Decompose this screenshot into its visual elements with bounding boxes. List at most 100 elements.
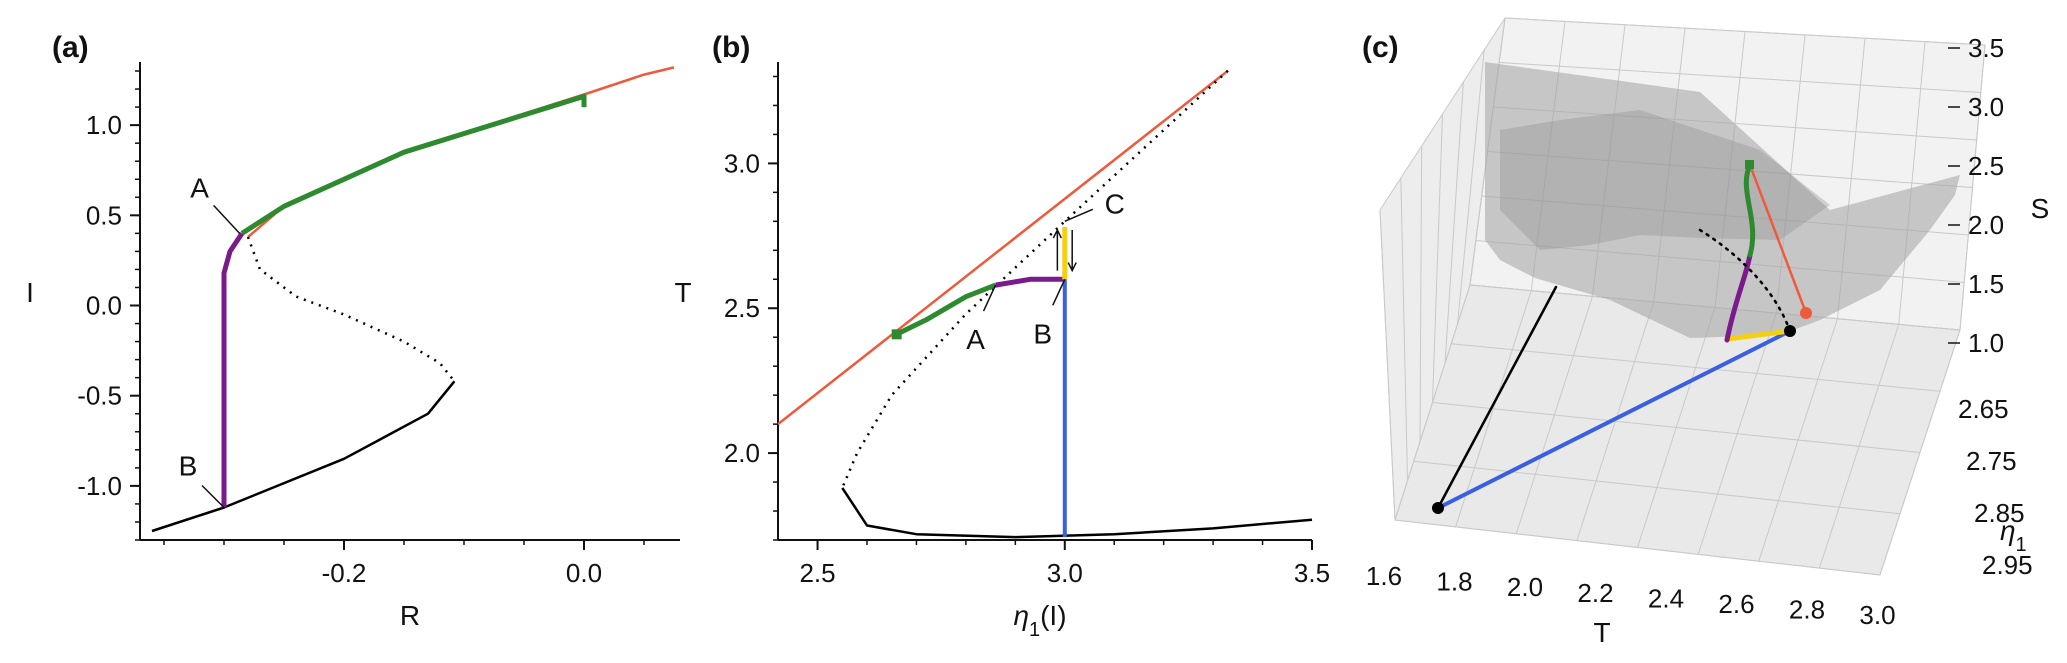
panel-c-gridline: [1413, 460, 1901, 515]
panel-a-ytick-label: -1.0: [77, 471, 122, 501]
panel-c-series-2: [1724, 328, 1793, 342]
panel-a-y-label: I: [26, 277, 34, 308]
panel-c-gridline: [1432, 113, 1443, 403]
panel-b-annotation-B: B: [1033, 318, 1052, 349]
panel-c-label: (c): [1362, 31, 1399, 64]
panel-c-gridline: [1504, 17, 1986, 46]
panel-b-annotation-A: A: [966, 324, 985, 355]
panel-b-series-0: [777, 69, 1229, 426]
panel-a-annotation-leader: [201, 485, 225, 509]
panel-a-ytick-label: -0.5: [77, 381, 122, 411]
panel-a-ytick-label: 0.0: [86, 291, 122, 321]
panel-c-ytick-label: 2.65: [1958, 394, 2009, 424]
panel-a-series-1: [246, 236, 456, 383]
panel-a-ytick-label: 0.5: [86, 200, 122, 230]
panel-c-series-0: [1436, 285, 1558, 510]
panel-c-ztick-label: 1.0: [1968, 328, 2004, 358]
panel-a-series: [151, 66, 675, 533]
panel-a-annotation-B: B: [179, 451, 198, 482]
panel-c-series-6: [1698, 228, 1792, 333]
panel-a-series-2: [151, 380, 456, 533]
panel-b-series-1: [841, 69, 1229, 489]
panel-a-annotations: AB: [179, 172, 241, 509]
panel-c-ztick-label: 1.5: [1968, 269, 2004, 299]
panel-b-x-label-main: η: [1013, 600, 1029, 631]
panel-c-ztick-label: 3.5: [1968, 33, 2004, 63]
panel-b-annotation-C: C: [1105, 188, 1125, 219]
panel-c-xtick-label: 1.8: [1436, 567, 1472, 597]
panel-c-surface-fold: [1500, 110, 1830, 250]
panel-c-xtick-label: 2.2: [1577, 578, 1613, 608]
panel-c-gridline: [1432, 402, 1921, 453]
panel-b-x-label-sub: 1: [1029, 619, 1040, 641]
panel-a-xtick-label: 0.0: [566, 558, 602, 588]
panel-b-y-label: T: [674, 277, 691, 308]
panel-a-ticks: -0.2 0.0 -1.0 -0.5 0.0 0.5 1.0: [77, 70, 645, 588]
panel-c-green-endpoint: [1745, 160, 1754, 169]
panel-b-annotation-leader: [1064, 208, 1094, 223]
panel-c-xtick-label: 2.6: [1718, 589, 1754, 619]
panel-b-arrow-down: [1067, 230, 1077, 273]
panel-c-x-label: T: [1593, 617, 1610, 648]
panel-c-series-4: [1743, 162, 1756, 258]
panel-c-xtick-label: 1.6: [1366, 561, 1402, 591]
panel-b-ytick-label: 3.0: [724, 148, 760, 178]
panel-c-xtick-label: 3.0: [1859, 600, 1895, 630]
panel-c-gridline: [1400, 177, 1408, 481]
panel-c-surface: [1485, 62, 1960, 338]
panel-c-series-1: [1436, 329, 1792, 510]
panel-c-gridline: [1394, 519, 1881, 576]
panel-c-red-point: [1800, 307, 1812, 319]
panel-c-z-label: S: [2031, 193, 2050, 224]
panel-c-series-5: [1748, 163, 1808, 315]
panel-b-ticks: 2.5 3.0 3.5 2.0 2.5 3.0: [724, 75, 1330, 588]
panel-c-gridline: [1419, 145, 1423, 442]
panel-b-xtick-label: 3.5: [1294, 558, 1330, 588]
panel-c-xtick-label: 2.0: [1507, 572, 1543, 602]
panel-c-y-label-sub: 1: [2016, 534, 2027, 556]
panel-b-annotation-leader: [1052, 278, 1066, 306]
panel-c-black-point: [1784, 325, 1796, 337]
panel-c-xtick-label: 2.8: [1789, 595, 1825, 625]
panel-c-gridline: [1457, 49, 1485, 325]
panel-b-x-label-tail: (I): [1040, 600, 1066, 631]
panel-b-series-4: [995, 276, 1065, 288]
panel-c-series-3: [1724, 252, 1753, 343]
panel-c-gridline: [1499, 62, 1981, 93]
panel-b-x-label: η1(I): [1013, 600, 1066, 641]
panel-a-annotation-A: A: [190, 172, 209, 203]
panel-a: (a) -0.2 0.0-1.0-0.50.00.51.0 AB R I: [26, 31, 680, 631]
panel-c-curves: [1432, 160, 1812, 514]
panel-b-arrow-up: [1052, 228, 1063, 271]
panel-b-annotations: A B C: [966, 188, 1125, 355]
panel-a-xtick-label: -0.2: [322, 558, 367, 588]
panel-b-label: (b): [712, 31, 750, 64]
panel-a-ytick-label: 1.0: [86, 110, 122, 140]
panel-b-xtick-label: 3.0: [1047, 558, 1083, 588]
panel-b-series-3: [895, 282, 997, 337]
panel-b-ytick-label: 2.5: [724, 293, 760, 323]
panel-c-y-label: η1: [2000, 515, 2027, 556]
panel-b: (b) 2.5 3.0 3.5 2.0 2.5 3.0 A B C η1(I) T: [674, 31, 1330, 641]
panel-b-green-endpoint: [891, 329, 902, 340]
panel-a-x-label: R: [400, 600, 420, 631]
panel-b-xtick-label: 2.5: [799, 558, 835, 588]
panel-a-annotation-leader: [213, 204, 241, 234]
panel-b-series: [777, 69, 1313, 539]
panel-c-start-point: [1432, 502, 1444, 514]
panel-c-ztick-label: 3.0: [1968, 92, 2004, 122]
panel-c: (c) 1.6 1.8 2.0 2.2 2.4 2.6 2.8 3.0 2.65 2.75 2.85…: [1362, 17, 2050, 648]
panel-a-series-4: [240, 93, 587, 236]
panel-c-gridline: [1444, 81, 1464, 364]
panel-c-xtick-label: 2.4: [1648, 583, 1684, 613]
panel-c-ztick-label: 2.5: [1968, 151, 2004, 181]
panel-a-label: (a): [52, 31, 89, 64]
panel-c-ztick-label: 2.0: [1968, 210, 2004, 240]
panel-c-gridline: [1379, 209, 1396, 521]
panel-c-ytick-label: 2.75: [1966, 446, 2017, 476]
panel-c-ytick-label: 2.85: [1974, 498, 2025, 528]
panel-c-ytick-label: 2.95: [1982, 550, 2033, 580]
panel-a-series-3: [221, 232, 245, 508]
panel-c-y-label-main: η: [2000, 515, 2016, 546]
